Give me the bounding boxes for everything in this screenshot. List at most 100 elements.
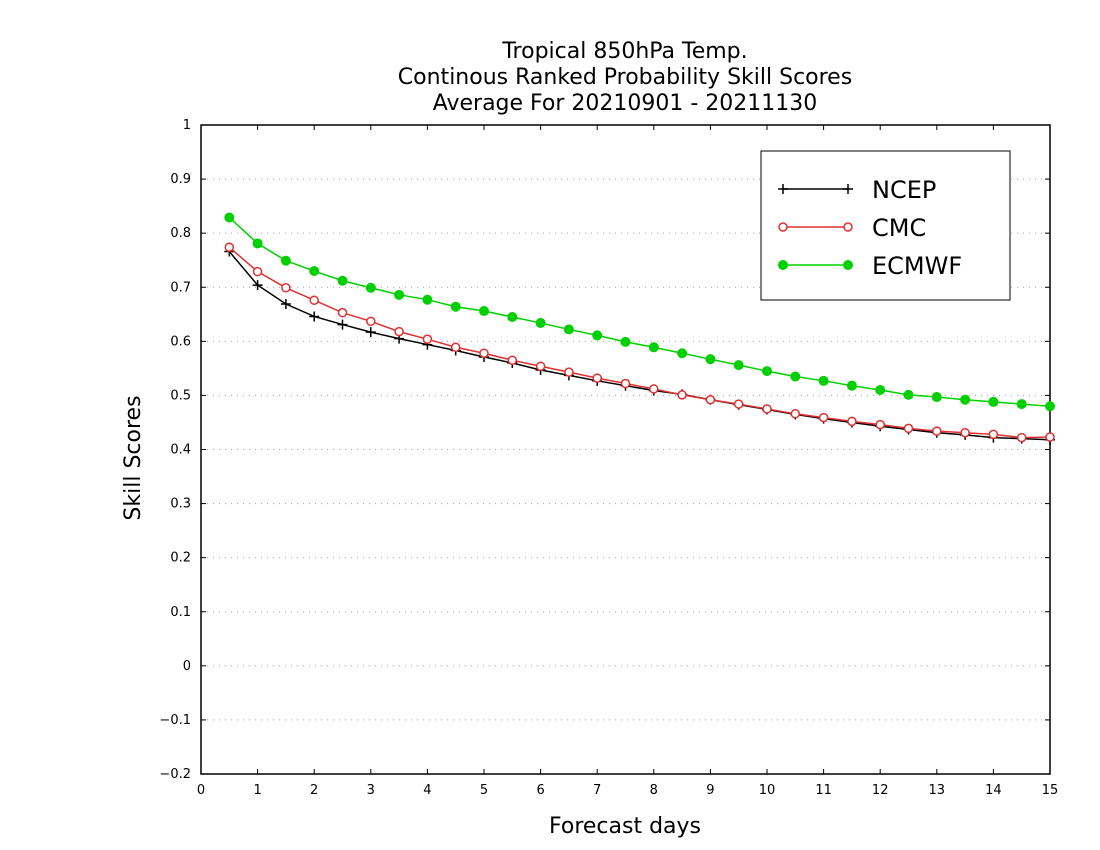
title-line-1: Tropical 850hPa Temp.	[501, 39, 747, 64]
data-point-cmc	[1045, 432, 1055, 442]
x-tick-label: 0	[197, 783, 205, 798]
data-point-ecmwf	[818, 375, 829, 386]
data-point-cmc	[762, 404, 772, 414]
data-point-ecmwf	[931, 392, 942, 403]
y-tick-label: 0.6	[170, 334, 191, 349]
data-point-ecmwf	[252, 238, 263, 249]
data-point-cmc	[988, 429, 999, 440]
data-point-cmc	[790, 409, 801, 419]
y-tick-label: 0	[183, 659, 191, 674]
data-point-cmc	[903, 423, 914, 434]
data-point-cmc	[422, 334, 433, 344]
x-tick-label: 14	[985, 783, 1002, 798]
x-tick-label: 10	[759, 783, 776, 798]
data-point-cmc	[450, 342, 461, 353]
data-point-cmc	[592, 373, 602, 383]
data-point-ecmwf	[790, 371, 801, 382]
data-point-ecmwf	[988, 396, 999, 407]
data-point-ecmwf	[224, 212, 235, 223]
data-point-ecmwf	[422, 294, 433, 305]
y-tick-label: 0.5	[170, 388, 191, 403]
legend-label-cmc: CMC	[872, 214, 926, 242]
data-point-ecmwf	[1016, 399, 1027, 410]
data-point-cmc	[366, 316, 376, 327]
data-point-ecmwf	[535, 317, 546, 328]
data-point-cmc	[535, 361, 546, 371]
data-point-ecmwf	[394, 289, 405, 300]
x-axis-label: Forecast days	[549, 814, 701, 839]
data-point-ecmwf	[309, 266, 320, 277]
data-point-ecmwf	[592, 330, 603, 341]
data-point-ecmwf	[280, 255, 291, 266]
series-ecmwf	[224, 212, 1055, 412]
data-point-cmc	[649, 384, 659, 394]
data-point-cmc	[224, 242, 235, 252]
legend-marker-ncep	[843, 184, 853, 194]
legend-marker-ecmwf	[778, 260, 788, 270]
data-point-cmc	[337, 307, 348, 318]
chart-title: Tropical 850hPa Temp. Continous Ranked P…	[398, 39, 852, 116]
x-tick-label: 11	[815, 783, 832, 798]
legend-label-ecmwf: ECMWF	[872, 252, 962, 280]
legend-marker-cmc	[778, 222, 788, 232]
legend-marker-ncep	[778, 184, 788, 194]
data-point-ecmwf	[733, 360, 744, 371]
data-point-ecmwf	[507, 311, 518, 322]
x-tick-label: 1	[253, 783, 261, 798]
x-tick-label: 12	[872, 783, 889, 798]
data-point-cmc	[932, 426, 942, 436]
legend-label-ncep: NCEP	[872, 176, 936, 204]
data-point-cmc	[309, 295, 319, 305]
legend-box	[760, 150, 1011, 301]
data-point-ecmwf	[450, 301, 461, 312]
y-axis: −0.2 −0.1 0 0.1 0.2 0.3 0.4 0.5 0.6 0.7 0.8 0.9 1	[159, 118, 1050, 782]
y-tick-label: −0.1	[159, 713, 191, 728]
legend-marker-cmc	[843, 222, 853, 232]
series-layer	[224, 212, 1055, 445]
data-point-ncep	[280, 299, 291, 310]
y-tick-label: 0.8	[170, 226, 191, 241]
data-point-ecmwf	[479, 306, 489, 317]
y-tick-label: 0.2	[170, 551, 191, 566]
data-point-cmc	[875, 419, 885, 430]
data-point-ecmwf	[1045, 401, 1055, 412]
y-tick-label: −0.2	[159, 767, 191, 782]
data-point-ncep	[365, 327, 376, 338]
title-line-3: Average For 20210901 - 20211130	[433, 91, 818, 116]
data-point-cmc	[507, 355, 518, 366]
data-point-cmc	[960, 427, 970, 438]
data-point-ecmwf	[365, 282, 376, 293]
title-line-2: Continous Ranked Probability Skill Score…	[398, 65, 852, 90]
x-tick-label: 9	[706, 783, 714, 798]
y-tick-label: 1	[183, 118, 191, 133]
y-tick-label: 0.9	[170, 172, 191, 187]
data-point-ecmwf	[648, 342, 659, 353]
data-point-cmc	[564, 367, 574, 377]
y-tick-label: 0.1	[170, 605, 191, 620]
data-point-ecmwf	[337, 275, 348, 286]
x-tick-label: 7	[593, 783, 601, 798]
data-point-ncep	[309, 311, 320, 322]
data-point-cmc	[705, 394, 716, 405]
data-point-ncep	[252, 280, 263, 291]
x-tick-label: 8	[650, 783, 658, 798]
x-tick-label: 6	[536, 783, 544, 798]
data-point-ecmwf	[705, 354, 716, 365]
data-point-cmc	[847, 416, 857, 427]
x-tick-label: 2	[310, 783, 318, 798]
data-point-ncep	[337, 319, 348, 330]
y-tick-label: 0.4	[170, 443, 191, 458]
legend: NCEP CMC ECMWF	[760, 150, 1011, 301]
data-point-cmc	[281, 283, 291, 293]
data-point-ecmwf	[677, 348, 688, 359]
data-point-ecmwf	[903, 389, 914, 400]
data-point-cmc	[479, 348, 489, 358]
legend-marker-ecmwf	[843, 260, 853, 270]
data-point-cmc	[394, 326, 404, 337]
series-cmc	[224, 242, 1055, 443]
x-axis: 0 1 2 3 4 5 6 7 8 9 10 11 12 13 14 15	[197, 125, 1058, 798]
data-point-cmc	[733, 399, 744, 409]
data-point-cmc	[252, 266, 263, 277]
y-axis-label: Skill Scores	[121, 395, 146, 520]
